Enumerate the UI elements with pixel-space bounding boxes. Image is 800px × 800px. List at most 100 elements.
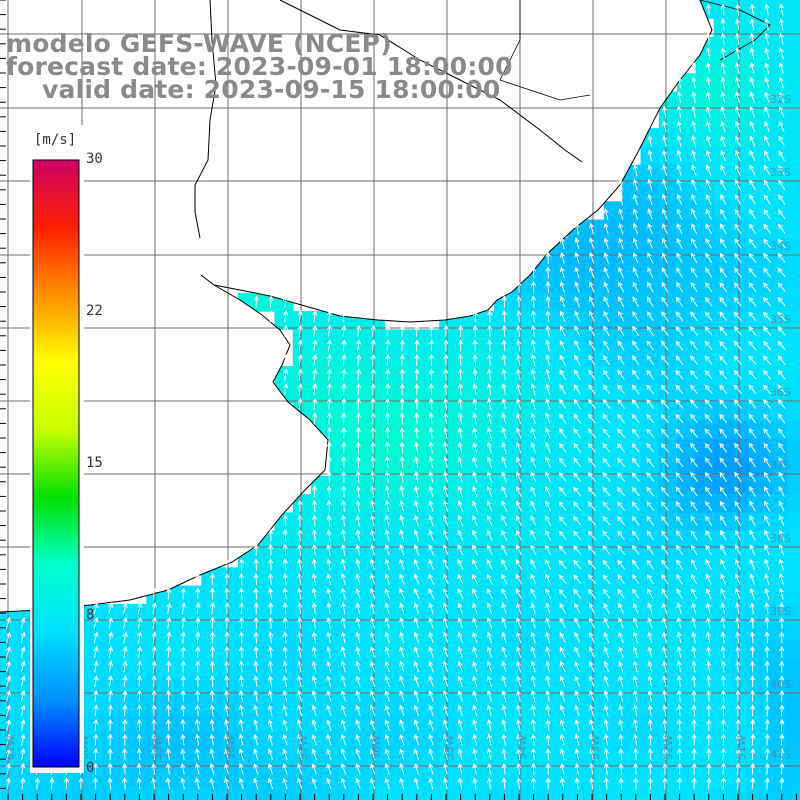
wind-arrow	[647, 748, 653, 761]
wind-arrow	[457, 353, 464, 366]
wind-arrow	[108, 602, 114, 615]
field-cell	[384, 457, 404, 477]
wind-arrow	[472, 383, 478, 396]
field-cell	[585, 329, 605, 349]
field-cell	[786, 530, 800, 550]
wind-arrow	[617, 515, 626, 526]
wind-arrow	[691, 120, 697, 133]
wind-arrow	[748, 369, 757, 380]
field-cell	[530, 622, 550, 642]
wind-arrow	[340, 704, 347, 717]
wind-arrow	[779, 689, 785, 702]
field-cell	[658, 128, 678, 147]
field-cell	[54, 768, 74, 788]
wind-arrow	[676, 573, 683, 585]
field-cell	[439, 494, 459, 513]
field-cell	[439, 347, 459, 367]
field-cell	[658, 658, 678, 678]
field-cell	[713, 402, 733, 422]
wind-arrow	[545, 427, 551, 439]
field-cell	[512, 420, 532, 440]
wind-arrow	[399, 777, 405, 790]
field-cell	[768, 457, 788, 477]
wind-arrow	[558, 559, 567, 570]
wind-arrow	[691, 105, 697, 118]
wind-arrow	[676, 105, 682, 118]
wind-arrow	[530, 748, 536, 761]
wind-arrow	[267, 762, 273, 775]
wind-arrow	[720, 558, 727, 570]
wind-arrow	[355, 470, 361, 483]
wind-arrow	[487, 383, 492, 396]
wind-arrow	[516, 280, 522, 293]
wind-arrow	[764, 573, 770, 585]
wind-arrow	[719, 326, 728, 336]
wind-arrow	[384, 514, 390, 527]
field-cell	[530, 384, 550, 404]
field-cell	[732, 420, 751, 440]
wind-arrow	[253, 587, 259, 600]
field-cell	[786, 567, 800, 587]
wind-arrow	[428, 719, 434, 731]
wind-arrow	[224, 748, 230, 761]
wind-arrow	[749, 18, 755, 31]
wind-arrow	[384, 587, 391, 600]
field-cell	[494, 695, 513, 715]
wind-arrow	[530, 515, 537, 527]
field-cell	[329, 475, 349, 495]
wind-arrow	[602, 413, 611, 424]
field-cell	[384, 512, 404, 532]
field-cell	[567, 549, 587, 568]
field-cell	[695, 603, 715, 623]
field-cell	[640, 292, 660, 312]
wind-arrow	[501, 383, 507, 396]
wind-arrow	[587, 545, 596, 555]
wind-arrow	[574, 295, 580, 308]
field-cell	[622, 549, 642, 568]
wind-arrow	[442, 588, 449, 600]
wind-arrow	[355, 543, 361, 556]
wind-arrow	[735, 689, 741, 702]
field-cell	[311, 640, 330, 660]
wind-arrow	[253, 543, 259, 556]
field-cell	[366, 658, 385, 678]
wind-arrow	[690, 457, 698, 468]
wind-arrow	[340, 777, 347, 790]
field-cell	[567, 439, 587, 459]
wind-arrow	[675, 384, 684, 395]
wind-arrow	[660, 399, 669, 409]
field-cell	[457, 366, 477, 385]
wind-arrow	[370, 499, 376, 512]
wind-arrow	[457, 689, 463, 702]
wind-arrow	[777, 311, 786, 322]
field-cell	[622, 311, 642, 330]
field-cell	[658, 512, 678, 532]
field-cell	[658, 164, 678, 184]
field-cell	[786, 91, 800, 111]
wind-arrow	[297, 572, 303, 585]
wind-arrow	[675, 457, 684, 468]
wind-arrow	[704, 457, 713, 468]
wind-arrow	[558, 530, 567, 541]
wind-arrow	[501, 397, 507, 410]
wind-arrow	[706, 718, 712, 731]
field-cell	[768, 439, 788, 459]
wind-arrow	[764, 3, 770, 16]
wind-arrow	[676, 76, 682, 89]
wind-arrow	[311, 777, 317, 790]
wind-arrow	[777, 296, 786, 307]
field-cell	[274, 530, 294, 550]
wind-arrow	[515, 573, 523, 585]
wind-arrow	[675, 530, 684, 541]
wind-arrow	[413, 631, 420, 644]
wind-arrow	[748, 252, 757, 263]
wind-arrow	[660, 428, 669, 438]
wind-arrow	[748, 223, 757, 234]
wind-arrow	[632, 617, 639, 629]
wind-arrow	[559, 602, 566, 614]
field-cell	[420, 732, 440, 751]
wind-arrow	[238, 748, 244, 761]
wind-arrow	[749, 62, 755, 74]
wind-arrow	[705, 149, 712, 162]
field-cell	[329, 622, 349, 642]
